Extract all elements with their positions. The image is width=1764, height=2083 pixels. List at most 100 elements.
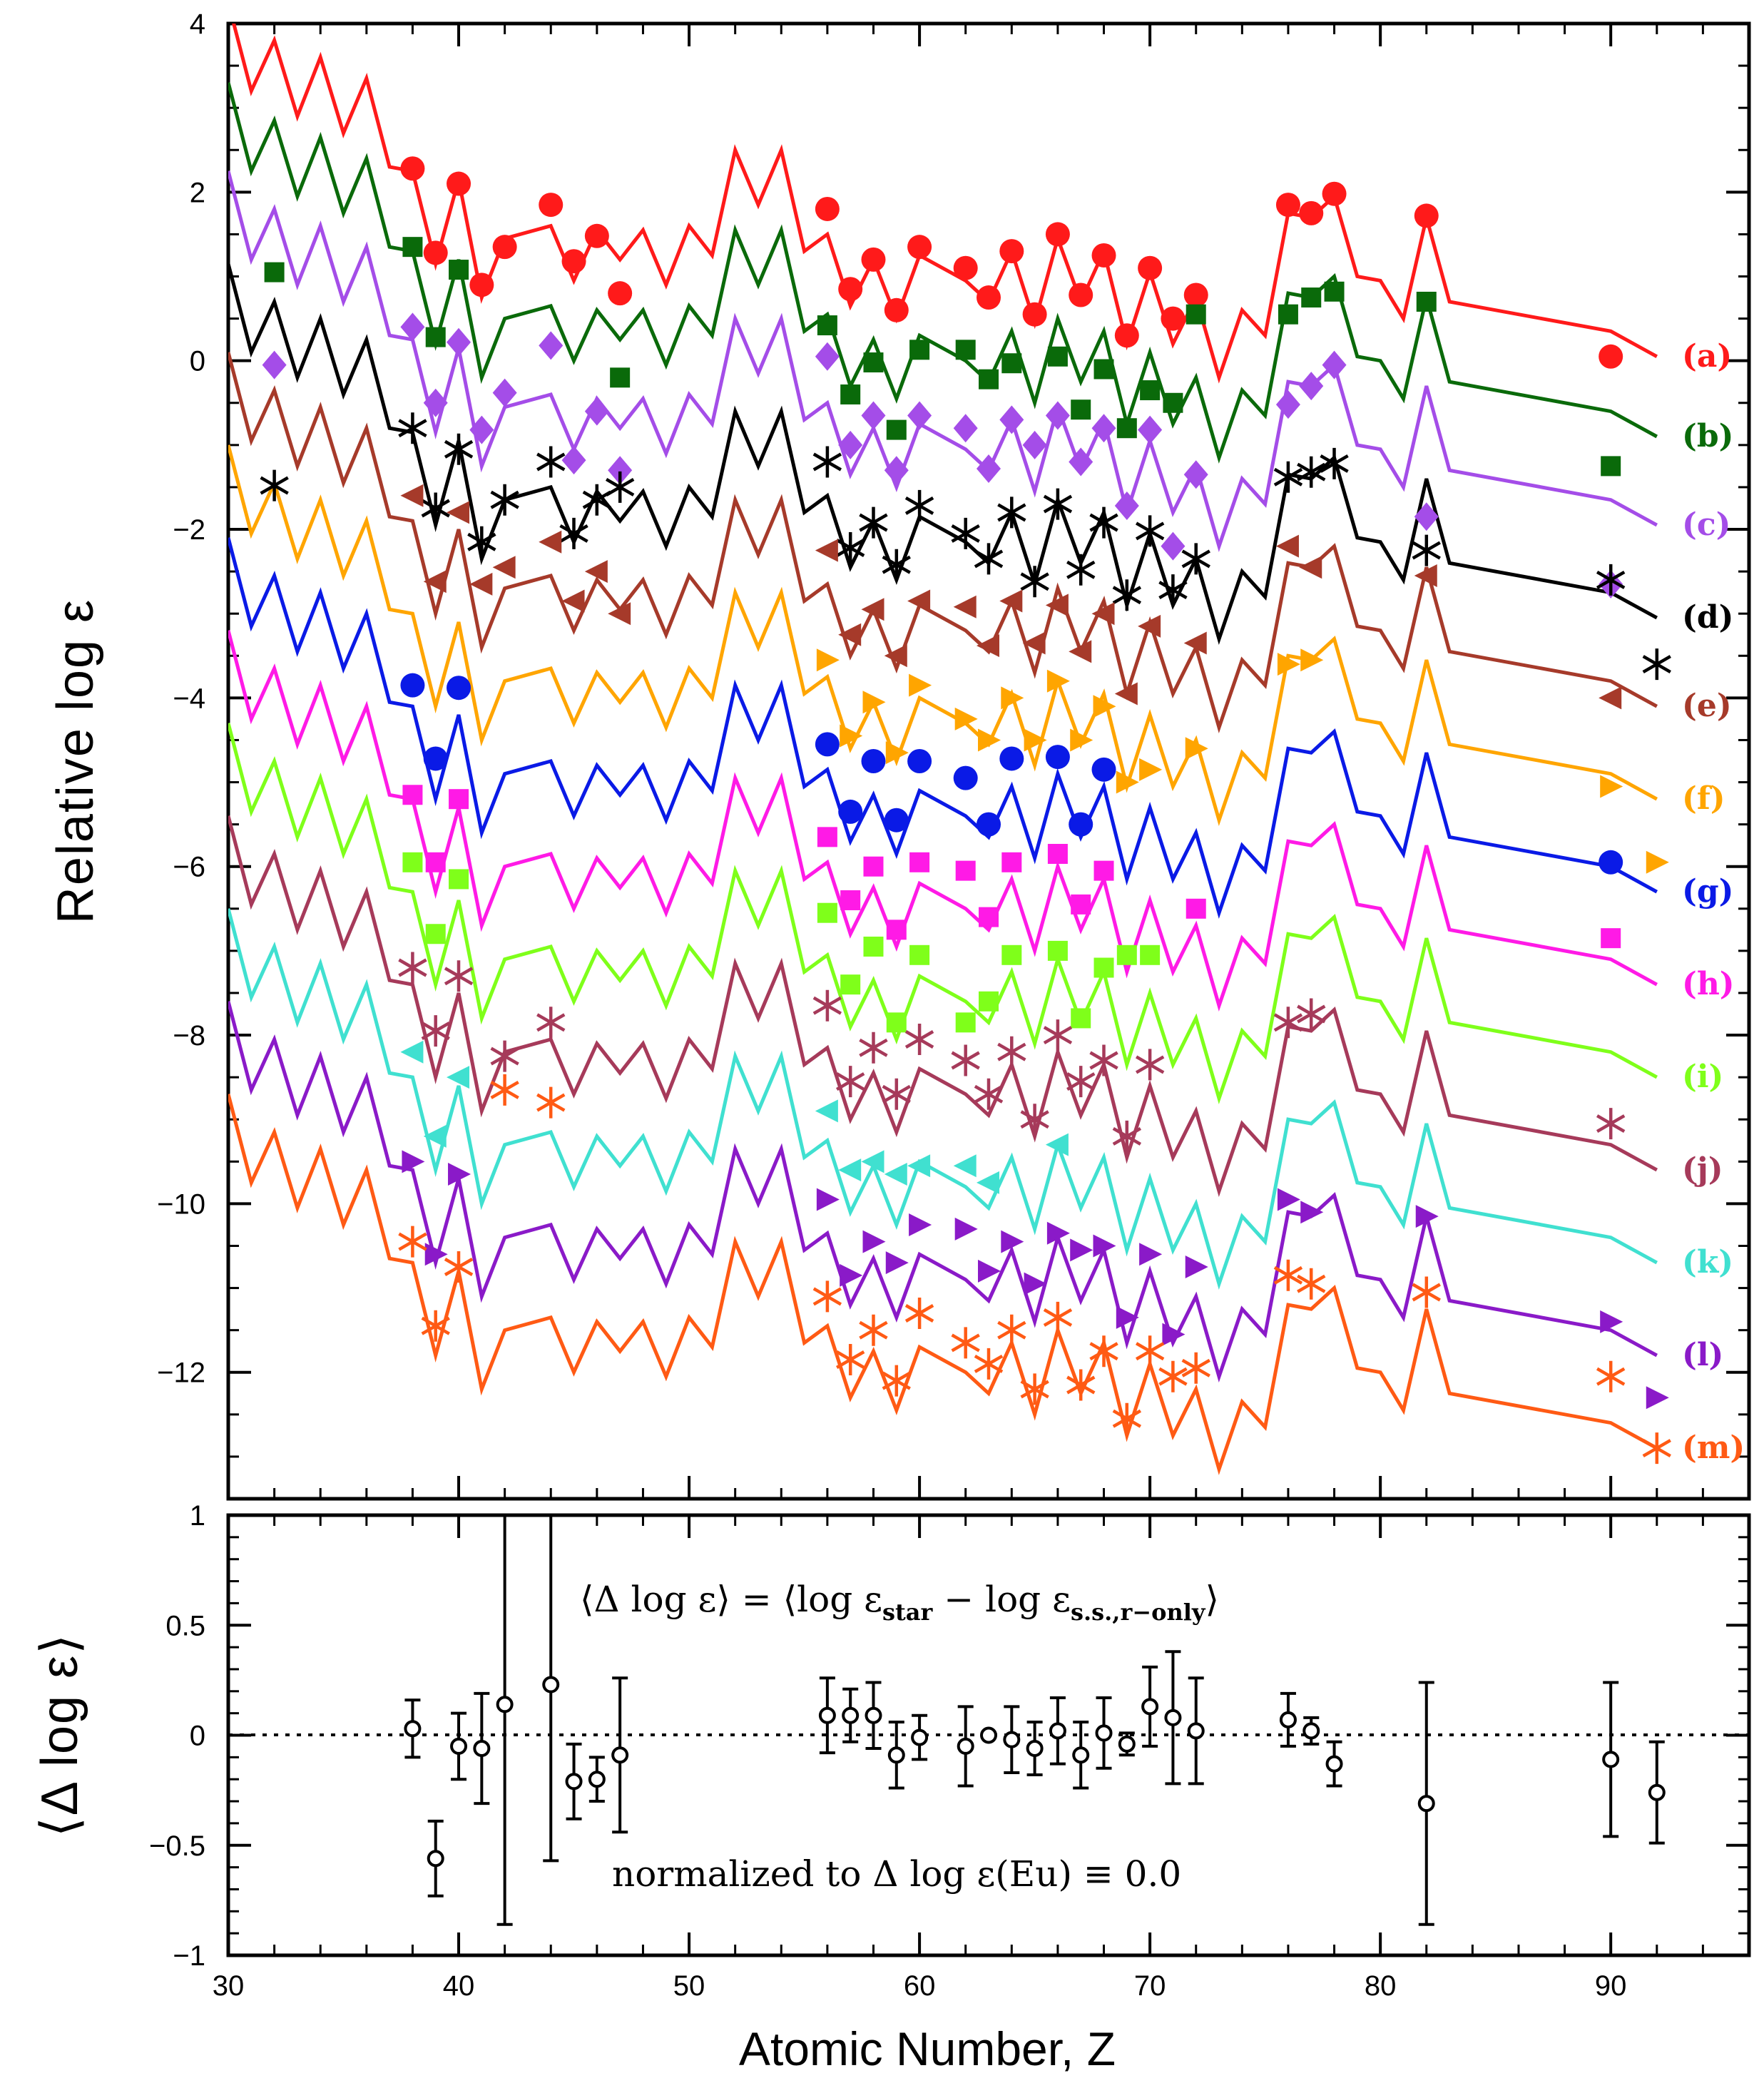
point-c — [1091, 414, 1116, 443]
point-d — [835, 532, 865, 564]
residual-marker — [1187, 1722, 1205, 1740]
point-a — [861, 247, 886, 272]
top-ytick-label: 4 — [190, 9, 205, 40]
point-l — [1024, 1272, 1047, 1295]
residual-marker — [1095, 1724, 1113, 1742]
point-l — [1070, 1238, 1093, 1262]
bottom-ytick-label: −1 — [173, 1940, 205, 1972]
point-h — [863, 856, 884, 877]
residual-point — [1279, 1691, 1297, 1748]
point-l — [1415, 1205, 1439, 1228]
point-i — [863, 936, 884, 957]
point-e — [1069, 640, 1092, 663]
point-m — [490, 1074, 519, 1106]
point-b — [402, 237, 423, 258]
point-a — [1045, 222, 1070, 247]
point-l — [1185, 1256, 1208, 1279]
point-d — [1181, 543, 1210, 575]
residual-marker — [1279, 1711, 1297, 1728]
residual-marker — [1072, 1746, 1090, 1764]
point-f — [1001, 686, 1024, 710]
star-label-d: (d) — [1682, 599, 1733, 636]
point-e — [1299, 556, 1322, 579]
point-j — [882, 1078, 911, 1110]
point-l — [1300, 1201, 1324, 1224]
point-c — [1138, 415, 1163, 444]
point-f — [1646, 850, 1669, 874]
model-line-c — [228, 170, 1658, 553]
point-d — [904, 489, 934, 521]
residual-marker — [1302, 1722, 1320, 1740]
point-j — [1596, 1108, 1626, 1140]
point-m — [882, 1365, 911, 1397]
residual-marker — [1026, 1740, 1044, 1758]
point-e — [999, 589, 1023, 613]
point-d — [882, 549, 911, 581]
residual-point — [818, 1676, 836, 1755]
point-i — [1140, 944, 1161, 965]
point-k — [838, 1158, 862, 1182]
point-f — [1185, 737, 1208, 760]
point-l — [862, 1230, 886, 1253]
point-d — [490, 484, 519, 516]
residual-points — [404, 1515, 1666, 1926]
star-label-h: (h) — [1682, 966, 1735, 1002]
point-j — [536, 1007, 566, 1039]
point-f — [816, 648, 840, 672]
point-g — [861, 749, 886, 773]
point-m — [1273, 1259, 1303, 1291]
top-ytick-label: −4 — [173, 683, 205, 714]
point-l — [1116, 1305, 1139, 1329]
point-l — [424, 1243, 448, 1266]
point-b — [425, 327, 446, 347]
point-k — [907, 1154, 931, 1178]
point-d — [582, 484, 612, 516]
formula-part-1: ⟨Δ log ε⟩ = ⟨log ε — [580, 1579, 882, 1620]
bottom-xtick-label: 90 — [1595, 1970, 1627, 2002]
point-j — [1020, 1104, 1049, 1136]
star-label-g: (g) — [1682, 873, 1733, 910]
point-m — [1412, 1276, 1441, 1308]
point-g — [447, 676, 471, 701]
point-d — [398, 412, 427, 444]
point-l — [448, 1163, 471, 1186]
point-i — [979, 991, 999, 1012]
model-line-h — [228, 630, 1658, 1012]
residual-point — [565, 1742, 583, 1820]
point-h — [1047, 843, 1068, 864]
point-b — [886, 419, 907, 440]
residual-point — [1325, 1740, 1343, 1788]
top-ytick-label: −10 — [157, 1188, 205, 1220]
point-a — [400, 156, 425, 181]
point-l — [840, 1263, 863, 1287]
point-c — [561, 446, 586, 475]
residual-point — [1187, 1676, 1205, 1786]
residual-marker — [957, 1737, 974, 1755]
point-d — [1596, 564, 1626, 596]
point-h — [817, 827, 837, 847]
point-l — [954, 1217, 978, 1241]
point-e — [584, 560, 608, 584]
point-j — [1297, 998, 1326, 1030]
point-d — [444, 433, 474, 465]
point-d — [605, 471, 635, 503]
point-i — [449, 869, 469, 890]
residual-marker — [980, 1726, 997, 1744]
x-axis-title: Atomic Number, Z — [739, 2022, 1116, 2075]
point-a — [608, 281, 633, 306]
point-a — [561, 249, 586, 274]
point-a — [447, 171, 471, 196]
top-ytick-label: −12 — [157, 1358, 205, 1389]
bottom-ytick-label: 1 — [190, 1500, 205, 1532]
point-c — [262, 350, 287, 380]
point-d — [1412, 534, 1441, 566]
point-d — [1066, 554, 1096, 586]
point-d — [467, 526, 496, 558]
residual-point — [588, 1756, 606, 1803]
point-m — [859, 1314, 888, 1346]
point-b — [1093, 359, 1114, 380]
point-j — [835, 1066, 865, 1098]
point-j — [997, 1036, 1026, 1068]
residual-point — [980, 1726, 997, 1744]
